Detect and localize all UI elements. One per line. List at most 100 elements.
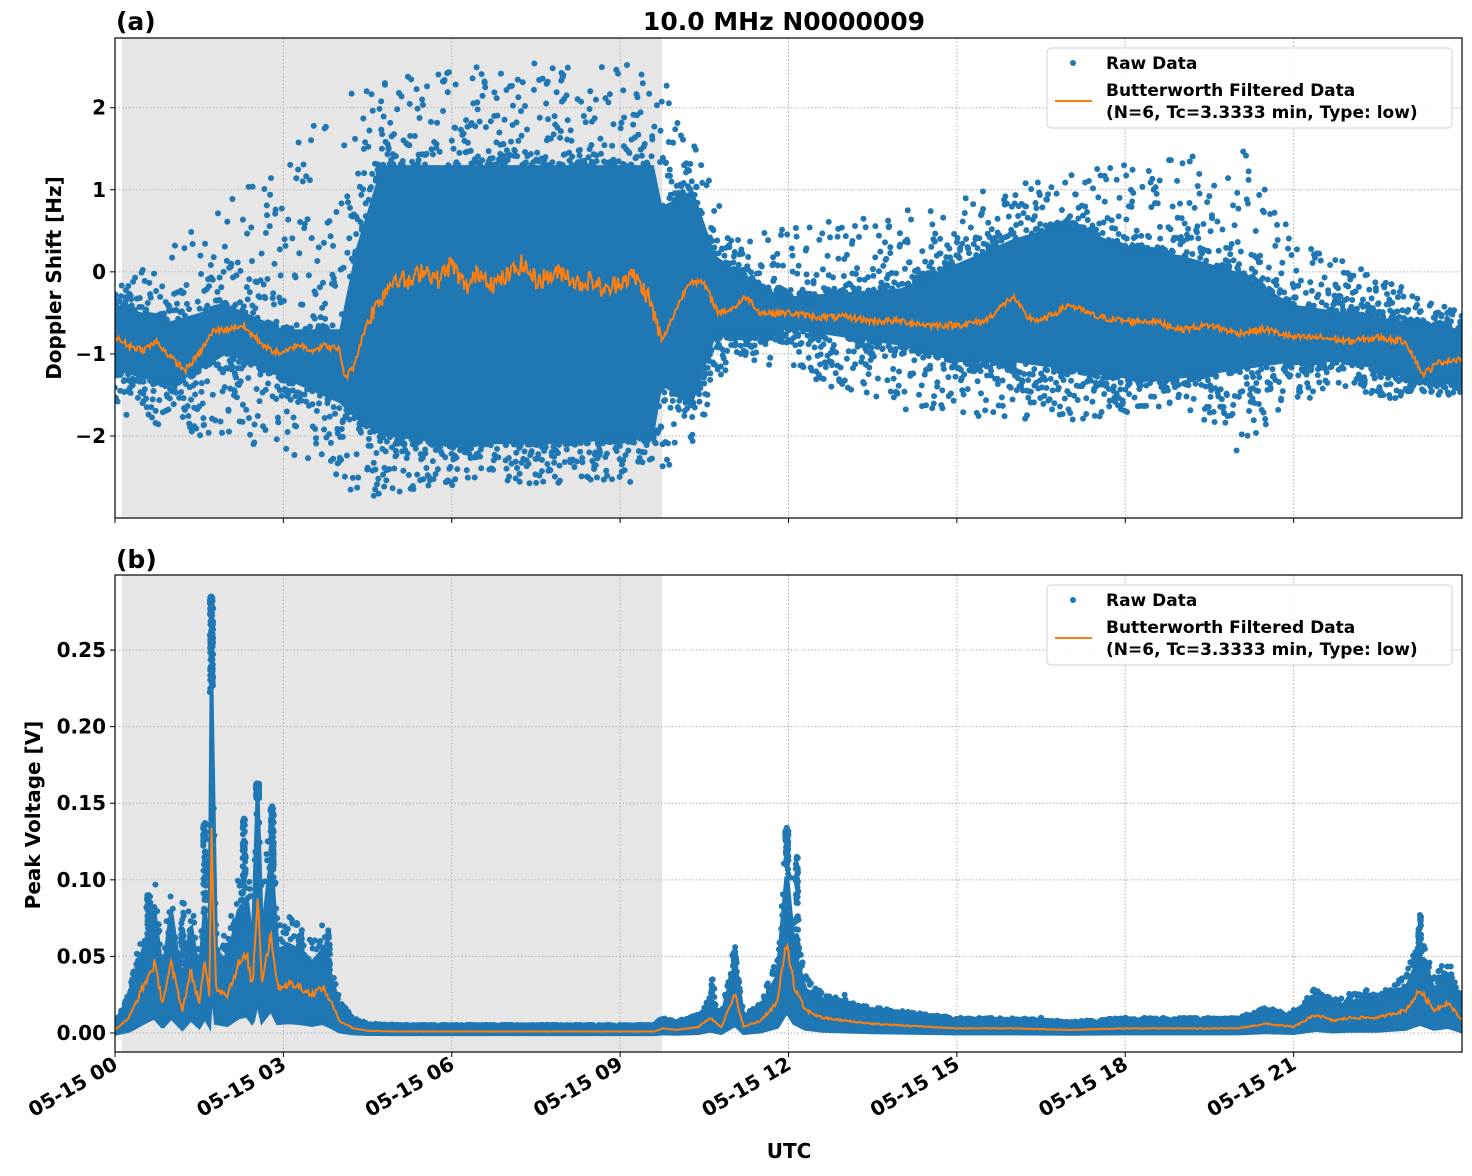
raw-point	[1028, 186, 1034, 192]
raw-point	[1394, 308, 1400, 314]
raw-point	[1028, 389, 1034, 395]
raw-point	[658, 128, 664, 134]
raw-point	[1260, 284, 1266, 290]
raw-point	[488, 442, 494, 448]
raw-point	[391, 131, 397, 137]
raw-point	[851, 349, 857, 355]
raw-point	[1234, 448, 1240, 454]
raw-point	[1216, 248, 1222, 254]
raw-point	[256, 820, 262, 826]
raw-point	[1392, 395, 1398, 401]
raw-point	[502, 117, 508, 123]
raw-point	[154, 908, 160, 914]
raw-point	[267, 223, 273, 229]
raw-point	[246, 415, 252, 421]
raw-point	[872, 223, 878, 229]
raw-point	[784, 856, 790, 862]
raw-point	[1404, 971, 1410, 977]
raw-point	[789, 245, 795, 251]
raw-point	[651, 124, 657, 130]
raw-point	[293, 423, 299, 429]
raw-point	[192, 935, 198, 941]
raw-point	[709, 990, 715, 996]
raw-point	[534, 150, 540, 156]
raw-point	[804, 272, 810, 278]
raw-point	[848, 387, 854, 393]
raw-point	[736, 262, 742, 268]
raw-point	[193, 425, 199, 431]
raw-point	[1103, 176, 1109, 182]
raw-point	[1117, 195, 1123, 201]
raw-point	[232, 917, 238, 923]
raw-point	[146, 280, 152, 286]
raw-point	[1168, 226, 1174, 232]
raw-point	[1384, 291, 1390, 297]
raw-point	[1388, 381, 1394, 387]
raw-point	[751, 357, 757, 363]
raw-point	[1369, 295, 1375, 301]
raw-point	[345, 410, 351, 416]
raw-point	[1060, 377, 1066, 383]
raw-point	[244, 231, 250, 237]
raw-point	[185, 413, 191, 419]
raw-point	[1309, 288, 1315, 294]
raw-point	[976, 413, 982, 419]
raw-point	[472, 441, 478, 447]
raw-point	[376, 171, 382, 177]
raw-point	[326, 396, 332, 402]
raw-point	[128, 296, 134, 302]
raw-point	[928, 244, 934, 250]
raw-point	[1170, 203, 1176, 209]
raw-point	[794, 876, 800, 882]
raw-point	[192, 391, 198, 397]
raw-point	[383, 448, 389, 454]
raw-point	[540, 479, 546, 485]
raw-point	[1375, 300, 1381, 306]
raw-point	[393, 153, 399, 159]
raw-point	[149, 415, 155, 421]
raw-point	[618, 120, 624, 126]
raw-point	[201, 909, 207, 915]
raw-point	[461, 130, 467, 136]
raw-point	[299, 302, 305, 308]
raw-point	[1274, 222, 1280, 228]
x-tick-label: 05-15 15	[866, 1052, 964, 1122]
raw-point	[945, 374, 951, 380]
raw-point	[779, 227, 785, 233]
raw-point	[494, 446, 500, 452]
raw-point	[806, 355, 812, 361]
raw-point	[230, 364, 236, 370]
raw-point	[1212, 419, 1218, 425]
raw-point	[635, 132, 641, 138]
raw-point	[342, 474, 348, 480]
raw-point	[332, 283, 338, 289]
raw-point	[775, 956, 781, 962]
raw-point	[1122, 243, 1128, 249]
raw-point	[197, 253, 203, 259]
raw-point	[242, 309, 248, 315]
raw-point	[185, 403, 191, 409]
raw-point	[119, 283, 125, 289]
raw-point	[161, 311, 167, 317]
raw-point	[1102, 199, 1108, 205]
raw-point	[210, 683, 216, 689]
raw-point	[791, 362, 797, 368]
raw-point	[667, 405, 673, 411]
raw-point	[386, 145, 392, 151]
raw-point	[660, 203, 666, 209]
raw-point	[331, 404, 337, 410]
raw-point	[928, 259, 934, 265]
raw-point	[217, 274, 223, 280]
raw-point	[263, 230, 269, 236]
raw-point	[842, 377, 848, 383]
raw-point	[313, 440, 319, 446]
raw-point	[206, 430, 212, 436]
raw-point	[1062, 396, 1068, 402]
raw-point	[1038, 1021, 1044, 1027]
raw-point	[1107, 165, 1113, 171]
raw-point	[1045, 191, 1051, 197]
raw-point	[779, 903, 785, 909]
raw-point	[181, 913, 187, 919]
raw-point	[1049, 406, 1055, 412]
raw-point	[753, 349, 759, 355]
